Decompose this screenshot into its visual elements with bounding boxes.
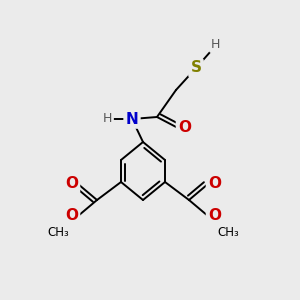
Text: CH₃: CH₃ (217, 226, 239, 238)
Text: O: O (208, 208, 221, 224)
Text: O: O (178, 121, 191, 136)
Text: H: H (103, 112, 112, 125)
Text: O: O (65, 208, 78, 224)
Text: H: H (211, 38, 220, 51)
Text: O: O (208, 176, 221, 191)
Text: O: O (65, 176, 78, 191)
Text: N: N (126, 112, 138, 127)
Text: CH₃: CH₃ (47, 226, 69, 238)
Text: S: S (190, 61, 202, 76)
